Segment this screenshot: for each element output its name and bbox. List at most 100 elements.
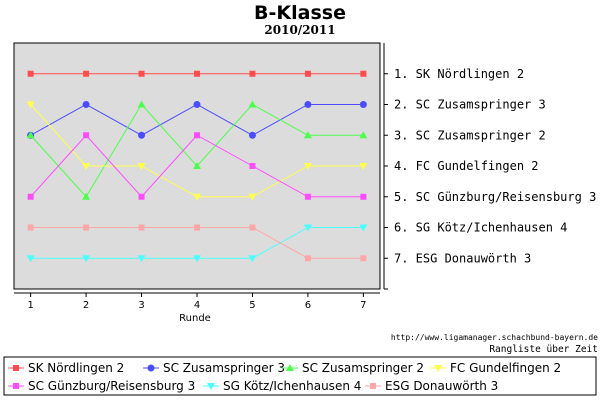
data-point xyxy=(248,255,257,263)
data-point xyxy=(137,255,146,263)
data-point xyxy=(138,193,145,200)
data-point xyxy=(303,131,312,139)
data-point xyxy=(360,193,367,200)
series-layer xyxy=(26,70,368,263)
chart-title: B-Klasse xyxy=(254,2,346,24)
x-axis: 1 2 3 4 5 6 7 xyxy=(14,292,380,311)
data-point xyxy=(248,100,257,108)
legend-box xyxy=(3,356,597,396)
legend-label: SC Zusamspringer 3 xyxy=(163,361,285,375)
data-point xyxy=(360,255,367,262)
data-point xyxy=(138,224,145,231)
x-tick-label: 6 xyxy=(305,300,311,311)
rank-label: 2. SC Zusamspringer 3 xyxy=(394,98,546,112)
legend-label: SG Kötz/Ichenhausen 4 xyxy=(223,379,361,393)
series-5 xyxy=(27,132,367,200)
series-3 xyxy=(26,100,368,200)
x-tick-label: 2 xyxy=(83,300,89,311)
data-point xyxy=(249,163,256,169)
data-point xyxy=(138,70,145,77)
data-point xyxy=(194,224,200,231)
legend-label: SC Zusamspringer 2 xyxy=(302,361,424,375)
x-tick-label: 5 xyxy=(249,300,255,311)
legend: SK Nördlingen 2 SC Zusamspringer 3 SC Zusa… xyxy=(8,361,561,393)
series-4 xyxy=(26,101,368,201)
data-point xyxy=(27,70,34,77)
data-point xyxy=(82,163,91,170)
legend-marker xyxy=(286,364,294,371)
x-tick-label: 1 xyxy=(27,300,33,311)
legend-label: FC Gundelfingen 2 xyxy=(450,361,561,375)
legend-marker xyxy=(147,364,155,372)
data-point xyxy=(304,193,311,200)
rank-label: 3. SC Zusamspringer 2 xyxy=(394,128,546,142)
footer-note: Rangliste über Zeit xyxy=(489,344,598,355)
legend-item: SC Günzburg/Reisensburg 3 xyxy=(8,379,195,393)
rank-label: 4. FC Gundelfingen 2 xyxy=(394,159,539,173)
legend-marker xyxy=(13,365,19,371)
legend-label: SK Nördlingen 2 xyxy=(28,361,124,375)
data-point xyxy=(193,162,201,169)
legend-item: SC Zusamspringer 3 xyxy=(143,361,285,375)
rank-label: 1. SK Nördlingen 2 xyxy=(394,67,524,81)
series-1 xyxy=(27,70,367,77)
data-point xyxy=(137,163,146,170)
legend-item: ESG Donauwörth 3 xyxy=(365,379,498,393)
legend-item: SG Kötz/Ichenhausen 4 xyxy=(203,379,361,393)
data-point xyxy=(194,70,200,77)
legend-item: FC Gundelfingen 2 xyxy=(430,361,561,375)
data-point xyxy=(360,70,367,77)
data-point xyxy=(27,193,34,200)
legend-marker xyxy=(207,383,215,390)
legend-label: SC Günzburg/Reisensburg 3 xyxy=(28,379,195,393)
data-point xyxy=(137,100,146,108)
data-point xyxy=(359,163,368,170)
rank-label: 7. ESG Donauwörth 3 xyxy=(394,251,531,265)
x-axis-label: Runde xyxy=(179,313,211,324)
data-point xyxy=(82,101,90,108)
legend-item: SC Zusamspringer 2 xyxy=(282,361,424,375)
data-point xyxy=(359,131,368,139)
data-point xyxy=(248,131,256,139)
data-point xyxy=(194,132,200,139)
rank-label: 6. SG Kötz/Ichenhausen 4 xyxy=(394,221,567,235)
data-point xyxy=(82,192,91,200)
data-point xyxy=(359,101,367,108)
data-point xyxy=(304,70,311,77)
series-7 xyxy=(27,224,367,262)
legend-marker xyxy=(13,383,19,389)
data-point xyxy=(193,193,201,201)
data-point xyxy=(304,101,312,108)
data-point xyxy=(26,101,35,109)
data-point xyxy=(83,132,90,139)
x-tick-label: 7 xyxy=(360,300,366,311)
data-point xyxy=(249,224,256,231)
data-point xyxy=(26,131,35,139)
x-tick-label: 4 xyxy=(194,300,200,311)
legend-marker xyxy=(370,383,376,389)
data-point xyxy=(83,224,90,231)
data-point xyxy=(26,255,35,263)
legend-item: SK Nördlingen 2 xyxy=(8,361,124,375)
data-point xyxy=(303,224,312,232)
data-point xyxy=(193,255,201,263)
footer-url: http://www.ligamanager.schachbund-bayern… xyxy=(391,333,598,342)
x-tick-label: 3 xyxy=(138,300,144,311)
data-point xyxy=(138,131,146,139)
data-point xyxy=(304,255,311,262)
data-point xyxy=(359,224,368,232)
chart-subtitle: 2010/2011 xyxy=(264,23,335,37)
data-point xyxy=(83,70,90,77)
legend-marker xyxy=(434,365,442,372)
data-point xyxy=(303,163,312,170)
data-point xyxy=(249,70,256,77)
legend-label: ESG Donauwörth 3 xyxy=(385,379,498,393)
rank-axis: 1. SK Nördlingen 2 2. SC Zusamspringer 3 3… xyxy=(383,43,596,290)
data-point xyxy=(248,193,257,201)
series-2 xyxy=(27,101,367,139)
data-point xyxy=(193,101,201,108)
data-point xyxy=(82,255,91,263)
data-point xyxy=(27,224,34,231)
rank-label: 5. SC Günzburg/Reisensburg 3 xyxy=(394,190,596,204)
